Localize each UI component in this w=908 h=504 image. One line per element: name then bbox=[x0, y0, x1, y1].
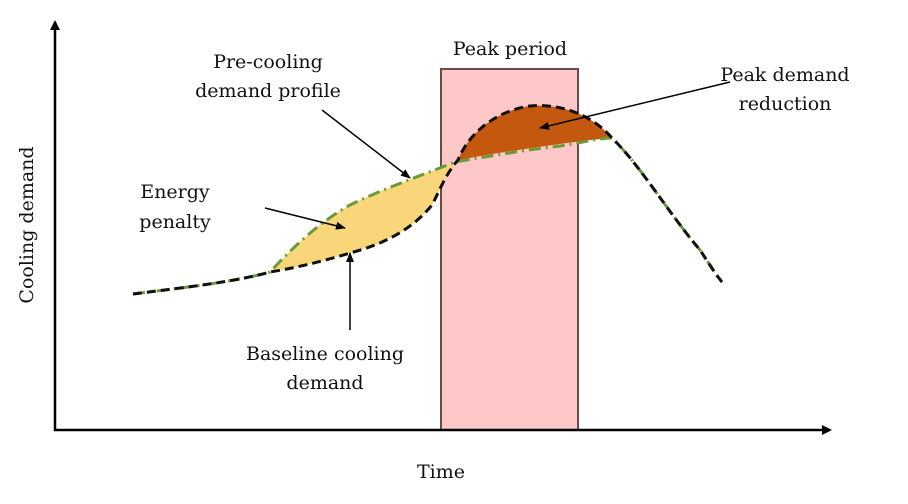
y-axis-label: Cooling demand bbox=[16, 146, 38, 303]
precooling-demand-line bbox=[132, 136, 724, 296]
energy-penalty-label-line1: Energy bbox=[140, 181, 210, 203]
energy-penalty-label-line2: penalty bbox=[139, 211, 211, 233]
precooling-arrow bbox=[321, 109, 411, 179]
peak-reduction-arrow bbox=[539, 81, 731, 130]
x-axis-label: Time bbox=[417, 461, 465, 483]
energy-penalty-area bbox=[270, 162, 455, 272]
energy-penalty-arrow bbox=[264, 207, 346, 230]
precooling-label-line1: Pre-cooling bbox=[213, 51, 323, 73]
baseline-label-line1: Baseline cooling bbox=[246, 343, 404, 365]
peak-reduction-label-line1: Peak demand bbox=[720, 64, 849, 86]
baseline-demand-line bbox=[132, 104, 724, 296]
peak-reduction-label-line2: reduction bbox=[739, 93, 832, 115]
precooling-label-line2: demand profile bbox=[195, 80, 341, 102]
baseline-label-line2: demand bbox=[286, 372, 363, 394]
peak-period-label: Peak period bbox=[453, 38, 567, 60]
